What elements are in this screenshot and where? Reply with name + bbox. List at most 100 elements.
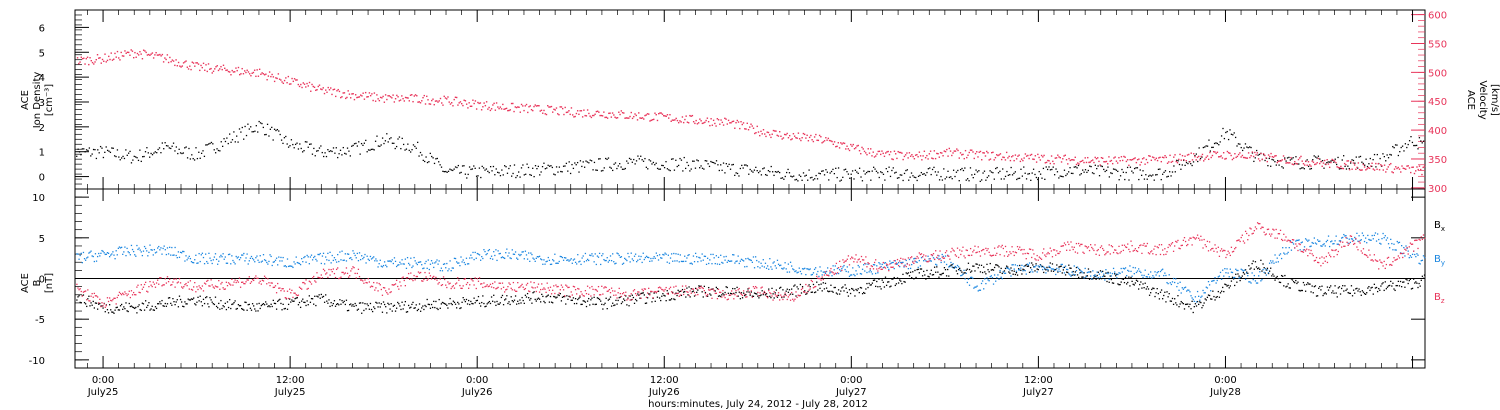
data-point-by (1403, 246, 1405, 249)
data-point-velocity (1012, 155, 1014, 157)
data-point-velocity (1269, 155, 1271, 158)
data-point-velocity (1017, 155, 1019, 157)
data-point-bx (418, 303, 421, 305)
data-point-velocity (1380, 164, 1382, 166)
data-point-velocity (527, 111, 529, 114)
data-point-by (861, 268, 864, 270)
data-point-bx (787, 291, 790, 293)
data-point-by (177, 251, 180, 253)
data-point-bx (942, 272, 944, 274)
data-point-bx (501, 294, 504, 297)
data-point-bx (653, 292, 655, 294)
data-point-ion-density (210, 141, 213, 144)
data-point-bx (967, 262, 970, 264)
data-point-by (735, 260, 737, 263)
data-point-bx (129, 305, 132, 308)
data-point-bz (339, 277, 341, 279)
data-point-bx (1200, 301, 1202, 304)
data-point-by (1252, 278, 1254, 281)
data-point-by (480, 259, 482, 261)
data-point-bx (1308, 283, 1310, 285)
data-point-by (215, 258, 218, 261)
data-point-ion-density (972, 177, 974, 179)
data-point-by (1091, 278, 1093, 280)
data-point-ion-density (349, 155, 351, 157)
data-point-velocity (94, 61, 96, 63)
data-point-ion-density (677, 164, 680, 167)
data-point-by (1232, 277, 1235, 279)
data-point-ion-density (743, 164, 746, 166)
data-point-velocity (1161, 156, 1164, 159)
data-point-velocity (394, 98, 397, 100)
data-point-velocity (1005, 151, 1008, 154)
data-point-ion-density (843, 169, 845, 171)
data-point-ion-density (543, 162, 545, 164)
data-point-velocity (1422, 166, 1424, 169)
data-point-velocity (611, 112, 614, 114)
data-point-bx (142, 303, 145, 305)
data-point-ion-density (976, 171, 979, 173)
data-point-by (387, 260, 389, 262)
data-point-velocity (1063, 155, 1065, 157)
data-point-velocity (1165, 156, 1168, 159)
data-point-bz (351, 268, 353, 270)
data-point-velocity (488, 106, 490, 109)
data-point-by (1063, 272, 1066, 274)
data-point-ion-density (686, 161, 688, 164)
data-point-velocity (615, 117, 618, 119)
data-point-bx (1371, 286, 1373, 289)
data-point-velocity (267, 75, 270, 77)
data-point-velocity (1185, 160, 1187, 162)
data-point-bx (354, 302, 356, 305)
density-tick-label: 0 (39, 173, 45, 184)
data-point-ion-density (1108, 176, 1111, 178)
data-point-bx (492, 300, 494, 302)
data-point-by (786, 271, 788, 273)
data-point-ion-density (400, 147, 402, 150)
data-point-bx (844, 284, 846, 286)
data-point-by (1200, 296, 1202, 298)
data-point-ion-density (258, 120, 260, 123)
data-point-by (184, 260, 186, 262)
data-point-ion-density (1345, 168, 1348, 170)
data-point-by (1347, 242, 1349, 244)
data-point-bx (715, 286, 718, 289)
data-point-by (930, 260, 932, 262)
data-point-velocity (347, 90, 349, 92)
data-point-velocity (1194, 155, 1196, 158)
data-point-bx (416, 309, 419, 312)
data-point-bz (151, 285, 153, 288)
data-point-ion-density (231, 139, 234, 141)
data-point-velocity (1045, 161, 1048, 164)
data-point-ion-density (774, 171, 777, 173)
data-point-bx (832, 291, 834, 293)
data-point-velocity (116, 50, 119, 53)
data-point-velocity (1064, 154, 1066, 156)
data-point-by (374, 260, 376, 262)
data-point-by (462, 259, 464, 261)
data-point-velocity (881, 150, 883, 152)
data-point-ion-density (522, 164, 524, 166)
data-point-velocity (858, 149, 861, 152)
data-point-bx (412, 301, 414, 304)
data-point-bx (310, 297, 313, 300)
data-point-by (792, 268, 794, 270)
data-point-velocity (1285, 162, 1287, 164)
data-point-bx (965, 269, 967, 271)
data-point-bx (1390, 280, 1392, 283)
data-point-ion-density (269, 128, 272, 130)
data-point-velocity (1151, 156, 1154, 158)
data-point-ion-density (181, 152, 183, 155)
data-point-velocity (1406, 165, 1408, 167)
data-point-velocity (1159, 156, 1161, 159)
data-point-by (690, 262, 692, 264)
data-point-bx (750, 291, 752, 293)
data-point-by (519, 254, 521, 257)
data-point-ion-density (1233, 132, 1235, 134)
data-point-velocity (518, 106, 520, 108)
data-point-bz (329, 274, 331, 276)
data-point-velocity (1311, 160, 1313, 162)
data-point-velocity (1163, 156, 1165, 159)
data-point-ion-density (379, 145, 381, 148)
